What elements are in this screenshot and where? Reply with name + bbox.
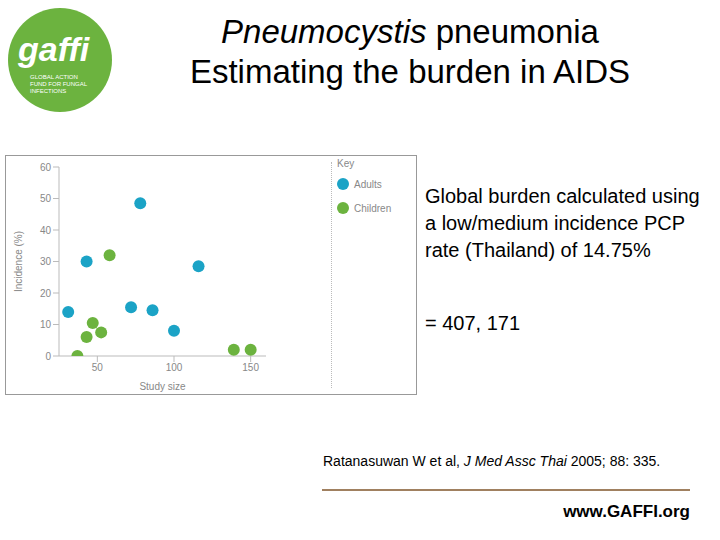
html-text:GLOBAL ACTION FUND FOR FUNGAL: GLOBAL ACTION FUND FOR FUNGAL INFECTIONS bbox=[30, 74, 87, 94]
svg-text:Incidence (%): Incidence (%) bbox=[13, 231, 24, 292]
html-text:Pneumocystis pneumonia: Pneumocystis pneumonia bbox=[221, 13, 599, 50]
svg-text:40: 40 bbox=[40, 225, 52, 236]
html-text:gaffi: gaffi bbox=[18, 30, 90, 68]
svg-text:60: 60 bbox=[40, 162, 52, 173]
svg-text:50: 50 bbox=[40, 193, 52, 204]
html-text:= 407, 171: = 407, 171 bbox=[425, 312, 521, 334]
svg-text:0: 0 bbox=[45, 351, 51, 362]
svg-text:Study size: Study size bbox=[139, 381, 186, 392]
html-text:Key: Key bbox=[337, 158, 355, 169]
html-text:Adults: Adults bbox=[354, 178, 382, 190]
svg-text:20: 20 bbox=[40, 288, 52, 299]
svg-text:100: 100 bbox=[166, 362, 183, 373]
svg-text:50: 50 bbox=[92, 362, 104, 373]
html-text:Estimating the burden in AIDS: Estimating the burden in AIDS bbox=[189, 53, 631, 90]
html-text:Ratanasuwan W et al, J Med Ass: Ratanasuwan W et al, J Med Assc Thai 200… bbox=[323, 453, 661, 469]
svg-text:30: 30 bbox=[40, 256, 52, 267]
html-text:Global burden calculated using: Global burden calculated using a low/med… bbox=[425, 185, 700, 261]
svg-text:10: 10 bbox=[40, 319, 52, 330]
html-text:Children: Children bbox=[354, 202, 392, 214]
html-text:www.GAFFI.org: www.GAFFI.org bbox=[563, 502, 690, 521]
svg-text:150: 150 bbox=[242, 362, 259, 373]
